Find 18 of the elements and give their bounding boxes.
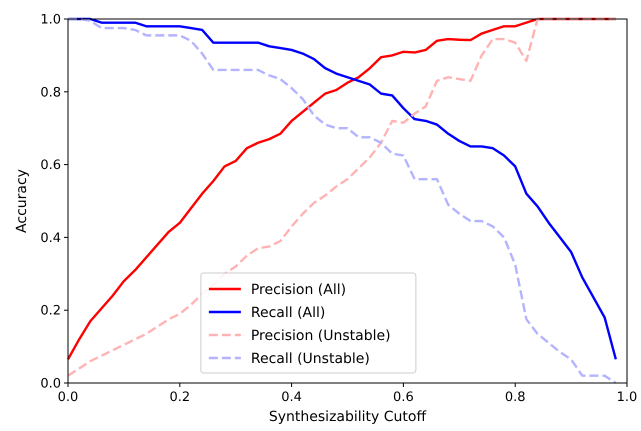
legend-label: Recall (Unstable) <box>250 351 370 367</box>
x-tick-label: 0.8 <box>504 390 526 405</box>
y-axis-title: Accuracy <box>14 169 30 233</box>
x-tick-label: 0.0 <box>58 390 78 405</box>
legend-label: Precision (Unstable) <box>250 328 391 344</box>
y-tick-label: 1.0 <box>40 12 61 28</box>
x-tick-label: 0.6 <box>393 390 414 405</box>
x-axis-title: Synthesizability Cutoff <box>268 409 426 425</box>
y-tick-label: 0.0 <box>40 376 61 392</box>
x-tick-label: 1.0 <box>616 390 638 405</box>
legend-label: Precision (All) <box>250 282 346 298</box>
y-tick-label: 0.4 <box>40 230 61 246</box>
y-tick-label: 0.8 <box>40 85 61 100</box>
x-tick-label: 0.4 <box>281 390 302 405</box>
x-tick-label: 0.2 <box>169 390 190 405</box>
y-tick-label: 0.2 <box>40 304 61 319</box>
y-tick-label: 0.6 <box>40 158 61 174</box>
legend-label: Recall (All) <box>250 305 326 321</box>
